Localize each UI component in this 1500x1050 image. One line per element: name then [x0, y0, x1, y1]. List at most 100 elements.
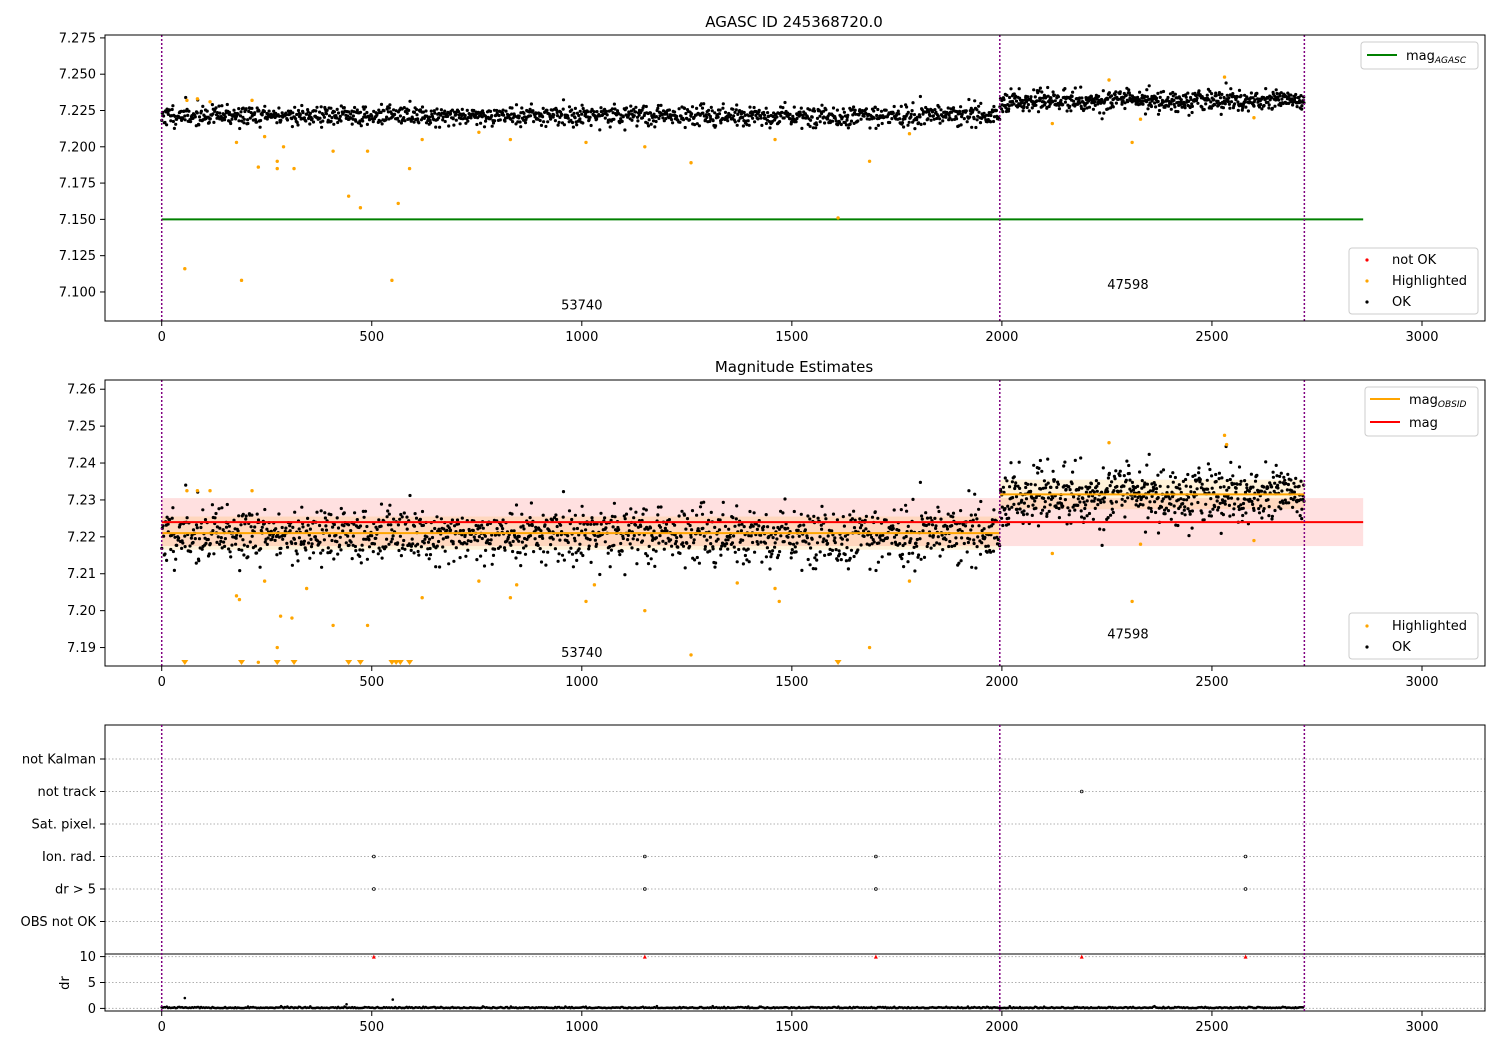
- ok-point: [452, 559, 456, 563]
- ok-point: [752, 105, 756, 110]
- ok-point: [879, 109, 884, 113]
- ok-point: [580, 103, 584, 107]
- ok-point: [403, 547, 407, 551]
- ok-point: [661, 539, 665, 543]
- ok-point: [320, 528, 324, 532]
- ok-point: [1116, 490, 1120, 494]
- ok-point: [742, 525, 746, 529]
- ok-point: [323, 511, 327, 515]
- ok-point: [973, 513, 978, 517]
- ok-point: [968, 115, 972, 119]
- ok-point: [907, 120, 911, 124]
- ok-point: [433, 111, 437, 115]
- ok-point: [1241, 501, 1246, 506]
- highlighted-point: [1252, 116, 1256, 120]
- ok-point: [396, 541, 400, 545]
- highlighted-point: [185, 489, 189, 493]
- ok-point: [485, 523, 490, 527]
- ok-point: [818, 114, 822, 118]
- ok-point: [629, 104, 633, 108]
- ok-point: [367, 538, 371, 542]
- ok-point: [533, 537, 537, 541]
- ok-point: [853, 108, 857, 112]
- ok-point: [1043, 505, 1047, 509]
- ok-point: [850, 108, 855, 112]
- ok-point: [434, 565, 438, 569]
- ok-point: [1197, 466, 1201, 470]
- ok-point: [336, 111, 341, 115]
- flag-category-label: Sat. pixel.: [32, 818, 96, 833]
- ok-point: [1178, 487, 1182, 491]
- ok-point: [1225, 478, 1229, 483]
- ok-point: [1141, 503, 1145, 507]
- ok-point: [917, 121, 921, 125]
- ok-point: [1030, 513, 1034, 518]
- ok-point: [803, 528, 808, 532]
- ok-point: [1081, 496, 1085, 500]
- ok-point: [555, 108, 559, 112]
- ok-point: [1197, 471, 1201, 475]
- ok-point: [899, 104, 903, 108]
- ok-point: [234, 542, 238, 546]
- flag-category-label: Ion. rad.: [42, 850, 96, 865]
- ok-point: [800, 568, 804, 573]
- ok-point: [1000, 505, 1004, 509]
- ok-point: [483, 534, 487, 538]
- ok-point: [716, 537, 720, 541]
- ok-point: [1214, 479, 1218, 484]
- ok-point: [204, 541, 208, 546]
- ok-point: [1082, 500, 1086, 504]
- ok-point: [379, 102, 384, 106]
- ok-point: [321, 119, 325, 123]
- ok-point: [599, 522, 603, 526]
- ok-point: [682, 513, 687, 517]
- ok-point: [721, 106, 725, 110]
- ok-point: [1186, 507, 1190, 511]
- ok-point: [218, 542, 222, 546]
- ok-point: [944, 538, 948, 542]
- x-tick-label: 2000: [985, 330, 1018, 345]
- ok-point: [930, 110, 935, 114]
- ok-point: [1122, 484, 1126, 488]
- ok-point: [473, 115, 477, 119]
- ok-point: [1190, 526, 1194, 530]
- ok-point: [1079, 456, 1083, 460]
- ok-point: [567, 509, 572, 513]
- ok-point: [223, 544, 227, 549]
- ok-point: [1163, 512, 1167, 516]
- ok-point: [349, 529, 353, 533]
- ok-point: [1046, 94, 1050, 98]
- ok-point: [510, 549, 515, 554]
- ok-point: [207, 552, 211, 556]
- ok-point: [538, 118, 542, 123]
- ok-point: [552, 516, 557, 520]
- ok-point: [714, 124, 718, 128]
- ok-point: [541, 513, 545, 517]
- ok-point: [1138, 470, 1142, 474]
- ok-point: [500, 524, 504, 528]
- ok-point: [493, 119, 497, 123]
- ok-point: [350, 557, 354, 561]
- ok-point: [1223, 502, 1227, 506]
- ok-point: [1275, 474, 1279, 478]
- ok-point: [288, 529, 292, 533]
- ok-point: [466, 548, 470, 552]
- highlighted-point: [1138, 117, 1143, 121]
- ok-point: [549, 543, 553, 547]
- ok-point: [379, 110, 383, 114]
- ok-point: [936, 535, 940, 539]
- ok-point: [1030, 106, 1034, 110]
- highlighted-point: [396, 201, 400, 206]
- below-range-marker: [834, 660, 842, 665]
- ok-point: [193, 115, 197, 119]
- ok-point: [479, 554, 483, 558]
- ok-point: [412, 524, 417, 528]
- panel-agasc: AGASC ID 245368720.0 0 500 1000 1500 2000 250…: [59, 13, 1486, 345]
- ok-point: [1218, 96, 1223, 100]
- highlighted-point: [208, 489, 212, 493]
- ok-point: [230, 543, 234, 547]
- ok-point: [823, 553, 827, 558]
- ok-point: [777, 527, 782, 531]
- ok-point: [1298, 514, 1302, 518]
